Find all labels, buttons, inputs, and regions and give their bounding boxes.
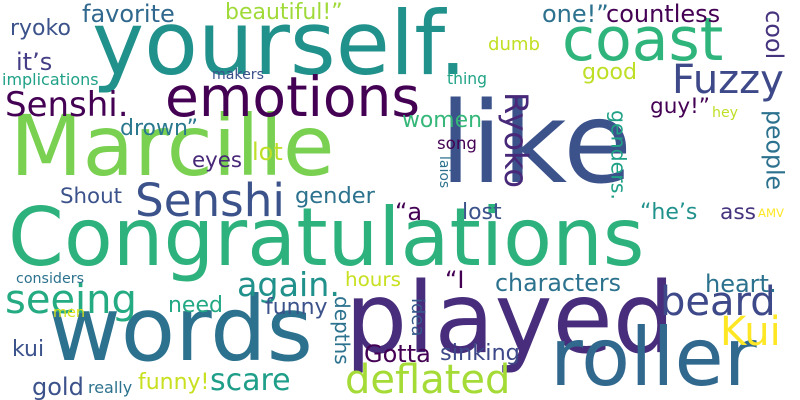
word: genders. xyxy=(606,110,631,200)
word: good xyxy=(582,60,637,85)
word: dumb xyxy=(488,34,540,55)
word: makers xyxy=(212,67,264,83)
word: emotions xyxy=(165,65,421,129)
word: cool xyxy=(760,10,788,60)
word: words xyxy=(48,277,313,381)
word: characters xyxy=(495,269,621,297)
word: depths xyxy=(330,296,354,365)
word: gender xyxy=(295,183,375,209)
word: implications xyxy=(2,70,99,89)
word: Ryoko xyxy=(497,92,536,188)
word: favorite xyxy=(82,0,175,28)
word: men xyxy=(53,305,85,321)
word: women xyxy=(402,108,482,133)
word: beautiful!” xyxy=(225,0,343,25)
word: eyes xyxy=(192,148,242,173)
word: laios xyxy=(436,156,452,189)
word: Shout xyxy=(60,184,122,209)
word: people xyxy=(760,110,789,191)
word: guy!” xyxy=(650,94,710,119)
word: again. xyxy=(237,265,340,304)
word: lot xyxy=(252,138,283,166)
word: “he’s xyxy=(640,200,698,225)
word: Fuzzy xyxy=(672,57,784,103)
word: played xyxy=(345,262,675,376)
word: “a xyxy=(395,198,423,226)
word: AMV xyxy=(758,206,785,220)
word: kui xyxy=(12,337,45,362)
word: Congratulations xyxy=(8,191,645,284)
word: considers xyxy=(16,271,84,287)
word: Senshi. xyxy=(5,85,129,125)
word: deflated xyxy=(345,357,511,400)
word: really xyxy=(88,378,133,397)
word: countless xyxy=(606,0,721,28)
word: funny! xyxy=(138,370,210,395)
word: seeing xyxy=(5,277,137,323)
word: beard xyxy=(660,279,776,325)
word: sinking xyxy=(440,340,520,366)
word: scare xyxy=(210,363,291,398)
word: Marcille xyxy=(10,97,335,195)
word: Gotta xyxy=(364,340,431,368)
word: yourself. xyxy=(92,0,467,95)
word: one!” xyxy=(542,0,609,28)
word: gold xyxy=(32,373,84,400)
word: roller xyxy=(550,311,757,400)
word: Kui xyxy=(720,309,781,355)
word: hey xyxy=(712,105,739,121)
word: thing xyxy=(447,70,487,88)
word: hours xyxy=(345,268,401,291)
word: ryoko xyxy=(10,16,71,41)
word: drown” xyxy=(120,116,199,141)
word: heart. xyxy=(705,270,777,298)
word: song xyxy=(437,134,477,153)
word: lost xyxy=(462,200,502,225)
word: Senshi xyxy=(135,174,285,227)
word: funny xyxy=(265,295,328,320)
word: coast xyxy=(562,5,724,75)
word: it’s xyxy=(16,48,53,76)
word: like xyxy=(440,79,632,209)
word: need xyxy=(168,293,223,318)
word: ass xyxy=(720,200,756,225)
word: “I xyxy=(445,266,465,294)
word: idea xyxy=(407,298,428,337)
